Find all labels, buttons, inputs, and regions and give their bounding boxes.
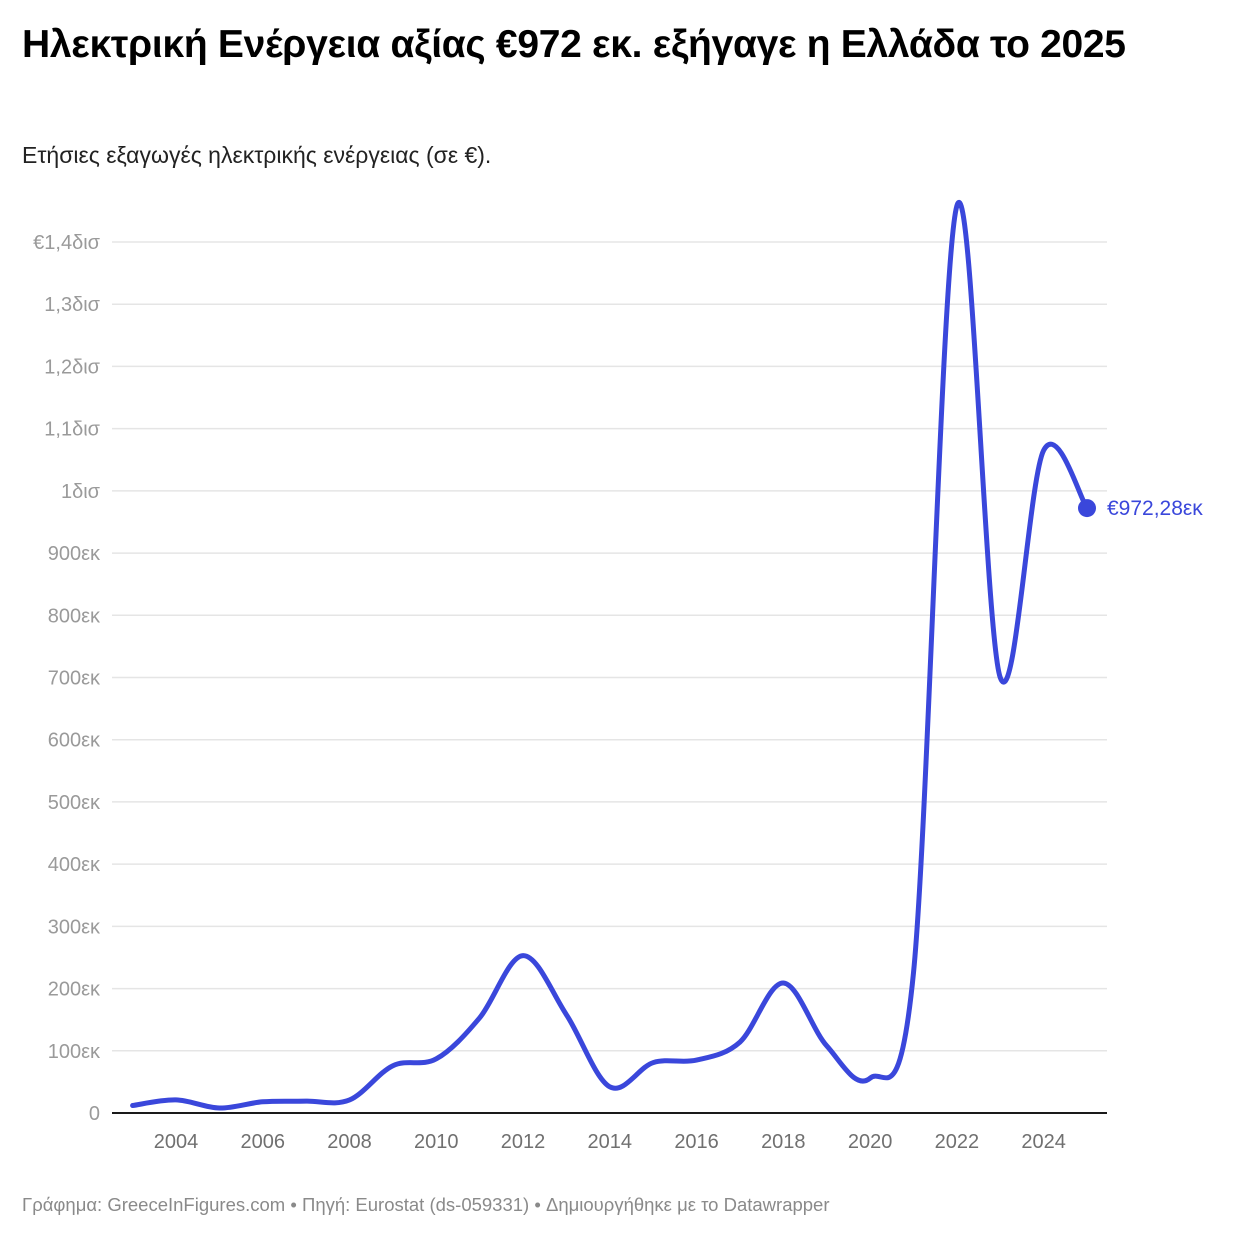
y-tick-label: 1,3δισ [44, 294, 100, 316]
y-tick-label: 400εκ [48, 854, 101, 876]
y-tick-label: 700εκ [48, 668, 101, 690]
x-tick-label: 2014 [588, 1131, 633, 1153]
y-tick-label: 500εκ [48, 792, 101, 814]
last-value-label: €972,28εκ [1107, 497, 1203, 520]
y-tick-label: 1δισ [61, 481, 101, 503]
x-tick-label: 2020 [848, 1131, 893, 1153]
exports-line [130, 199, 1090, 1111]
x-tick-label: 2004 [154, 1131, 199, 1153]
x-tick-label: 2022 [935, 1131, 980, 1153]
x-tick-label: 2024 [1021, 1131, 1066, 1153]
y-axis-labels: 0 100εκ 200εκ 300εκ 400εκ 500εκ 600εκ 700εκ 800ε… [33, 232, 101, 1125]
last-value-marker [1078, 499, 1096, 518]
x-tick-label: 2016 [674, 1131, 719, 1153]
y-tick-label: 800εκ [48, 605, 101, 627]
x-tick-label: 2010 [414, 1131, 459, 1153]
y-tick-label: €1,4δισ [33, 232, 101, 254]
x-tick-label: 2006 [240, 1131, 285, 1153]
x-tick-label: 2008 [327, 1131, 372, 1153]
y-tick-label: 0 [89, 1103, 100, 1125]
x-tick-label: 2012 [501, 1131, 546, 1153]
y-tick-label: 900εκ [48, 543, 101, 565]
y-tick-label: 200εκ [48, 979, 101, 1001]
footer-credits: Γράφημα: GreeceInFigures.com • Πηγή: Eur… [22, 1194, 830, 1215]
chart-subtitle: Ετήσιες εξαγωγές ηλεκτρικής ενέργειας (σ… [22, 142, 492, 168]
x-axis-labels: 2004 2006 2008 2010 2012 2014 2016 2018 2020 2022… [154, 1131, 1066, 1153]
y-tick-label: 1,2δισ [44, 356, 100, 378]
y-tick-label: 1,1δισ [44, 419, 100, 441]
y-tick-label: 300εκ [48, 916, 101, 938]
x-tick-label: 2018 [761, 1131, 806, 1153]
gridlines [112, 241, 1107, 1052]
y-tick-label: 100εκ [48, 1041, 101, 1063]
chart-title: Ηλεκτρική Ενέργεια αξίας €972 εκ. εξήγαγ… [22, 23, 1126, 66]
y-tick-label: 600εκ [48, 730, 101, 752]
